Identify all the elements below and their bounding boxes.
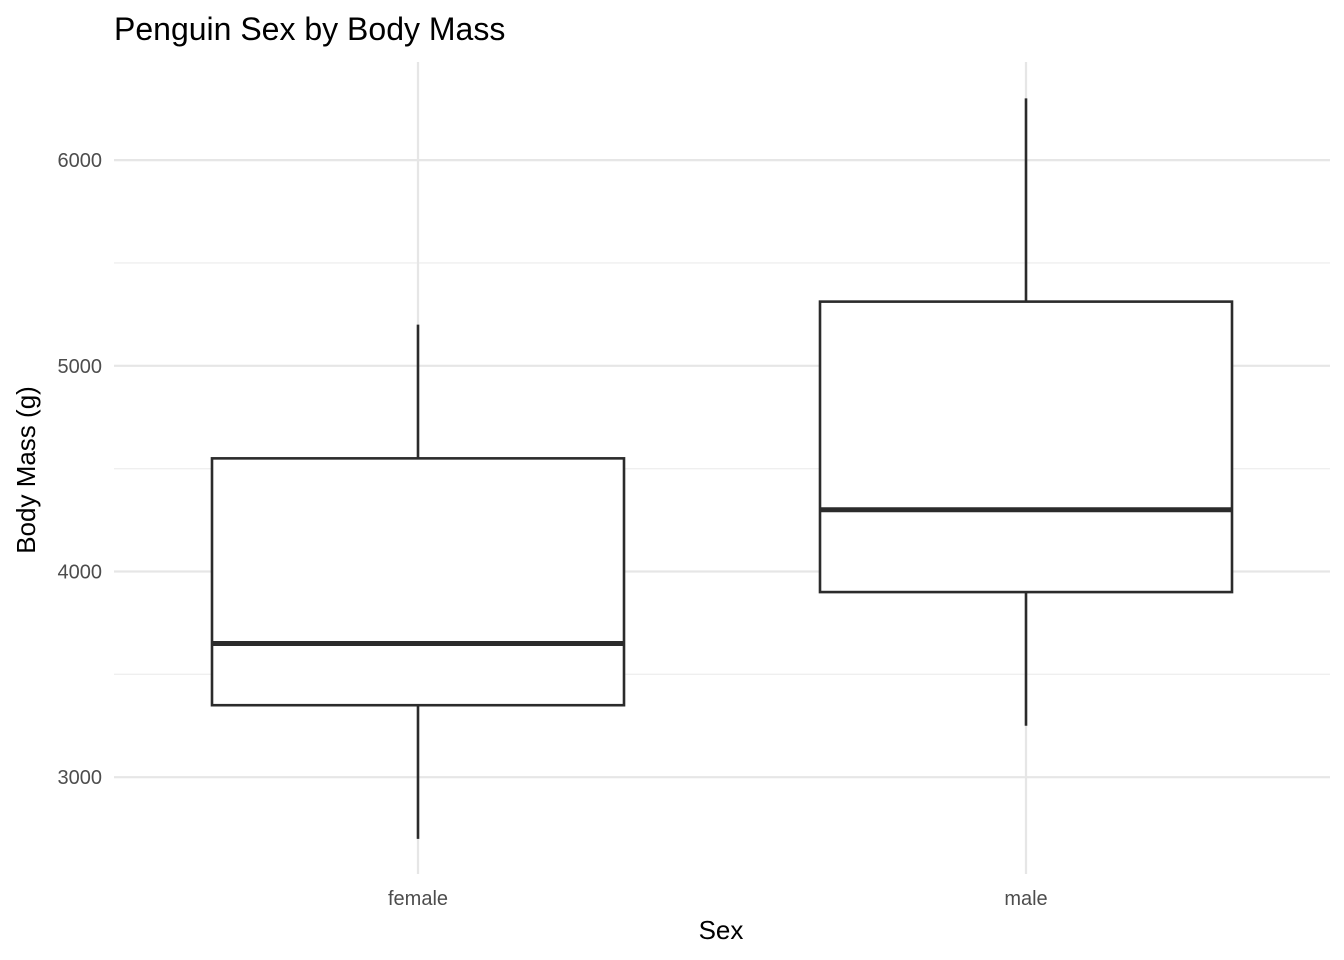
x-axis-title: Sex bbox=[699, 915, 744, 945]
x-axis: female male bbox=[388, 888, 1048, 910]
box-female bbox=[210, 324, 626, 839]
chart-title: Penguin Sex by Body Mass bbox=[114, 11, 505, 47]
x-tick-label: female bbox=[388, 888, 448, 910]
y-tick-label: 6000 bbox=[58, 150, 103, 172]
box-male bbox=[818, 98, 1234, 726]
y-axis: 3000 4000 5000 6000 bbox=[58, 150, 103, 789]
y-tick-label: 3000 bbox=[58, 767, 103, 789]
y-axis-title: Body Mass (g) bbox=[11, 386, 41, 554]
x-tick-label: male bbox=[1004, 888, 1047, 910]
boxes bbox=[210, 98, 1234, 839]
y-tick-label: 4000 bbox=[58, 562, 103, 584]
box-iqr bbox=[818, 300, 1234, 594]
y-tick-label: 5000 bbox=[58, 356, 103, 378]
box-iqr bbox=[210, 457, 626, 707]
